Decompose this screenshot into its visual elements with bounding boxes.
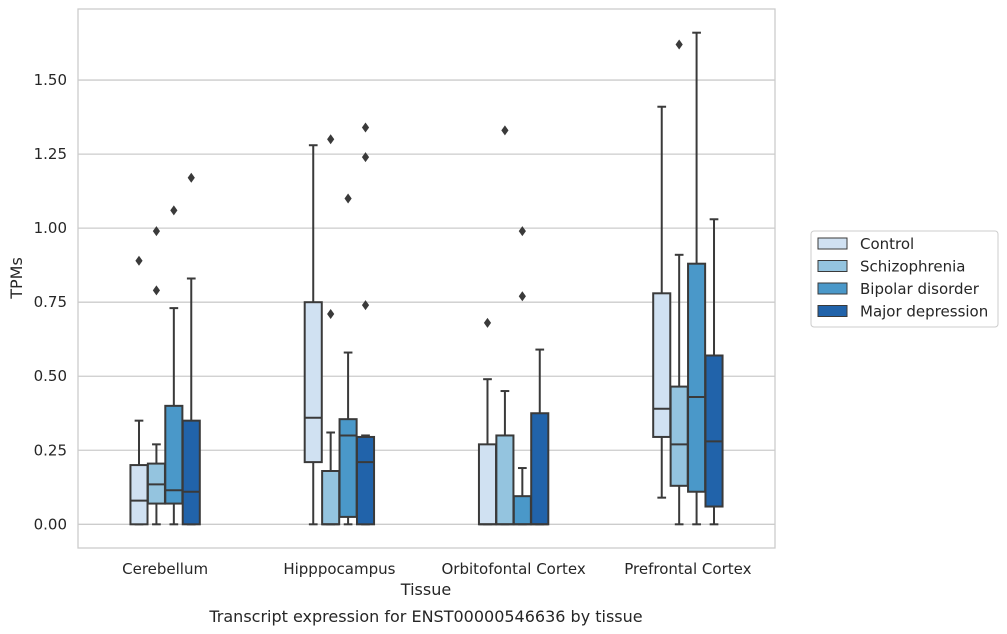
box-iqr <box>687 262 707 493</box>
figure-caption: Transcript expression for ENST0000054663… <box>208 607 642 626</box>
outlier-point <box>327 309 335 320</box>
outlier-point <box>501 125 509 136</box>
box-1-2 <box>338 193 358 526</box>
legend-swatch <box>817 237 848 250</box>
legend-swatch <box>817 282 848 295</box>
x-tick-label: Orbitofontal Cortex <box>442 560 586 578</box>
box-1-1 <box>321 134 341 526</box>
legend-swatch <box>817 305 848 317</box>
outlier-point <box>483 317 492 328</box>
box-3-3 <box>704 218 724 526</box>
legend-label: Major depression <box>860 303 988 321</box>
x-tick-label: Cerebellum <box>122 560 208 578</box>
y-tick-label: 1.50 <box>34 71 67 89</box>
legend-frame <box>810 230 999 328</box>
box-iqr <box>338 418 358 518</box>
box-0-0 <box>129 255 149 526</box>
outlier-point <box>518 226 526 237</box>
box-3-0 <box>652 105 672 499</box>
x-axis-title: Tissue <box>400 580 451 599</box>
box-1-0 <box>303 144 323 526</box>
box-2-2 <box>512 226 532 526</box>
box-iqr <box>355 435 376 526</box>
outlier-point <box>361 152 370 163</box>
outlier-point <box>361 300 370 311</box>
outlier-point <box>170 205 178 216</box>
box-iqr <box>303 301 323 464</box>
y-tick-labels: 0.00 0.25 0.50 0.75 1.00 1.25 1.50 <box>34 71 67 533</box>
box-iqr <box>129 464 149 526</box>
box-iqr <box>669 385 689 487</box>
plot-area-frame <box>77 8 776 549</box>
box-iqr <box>652 292 672 438</box>
y-tick-label: 0.75 <box>34 293 67 311</box>
outlier-point <box>327 134 335 145</box>
box-3-2 <box>687 31 707 526</box>
x-tick-label: Hipppocampus <box>283 560 395 578</box>
box-iqr <box>512 495 532 526</box>
outlier-point <box>518 291 526 302</box>
box-iqr <box>530 412 550 526</box>
y-axis-title: TPMs <box>7 257 26 300</box>
legend-swatch <box>817 260 848 272</box>
y-tick-label: 0.25 <box>34 441 67 459</box>
box-iqr <box>495 434 515 526</box>
box-2-1 <box>495 125 515 526</box>
box-iqr <box>181 419 201 526</box>
y-tick-label: 1.25 <box>34 145 67 163</box>
outlier-point <box>152 285 161 296</box>
y-tick-label: 0.00 <box>34 515 67 533</box>
legend: Control Schizophrenia Bipolar disorder Majo… <box>810 230 999 328</box>
outlier-point <box>675 39 683 50</box>
box-3-1 <box>669 39 689 526</box>
box-1-3 <box>355 122 376 526</box>
outlier-point <box>135 255 143 266</box>
box-2-3 <box>530 348 550 526</box>
box-iqr <box>321 470 341 526</box>
y-tick-label: 0.50 <box>34 367 67 385</box>
outlier-point <box>361 122 370 133</box>
box-series <box>129 31 724 526</box>
box-0-3 <box>181 172 201 526</box>
box-0-2 <box>164 205 184 526</box>
legend-label: Control <box>860 235 914 253</box>
box-0-1 <box>146 226 166 526</box>
outlier-point <box>152 226 161 237</box>
box-iqr <box>164 404 184 505</box>
outlier-point <box>187 172 195 183</box>
box-iqr <box>704 354 724 508</box>
x-tick-labels: Cerebellum Hipppocampus Orbitofontal Corte… <box>122 560 751 578</box>
legend-label: Schizophrenia <box>860 258 965 276</box>
box-iqr <box>477 443 498 526</box>
box-2-0 <box>477 317 498 526</box>
y-tick-label: 1.00 <box>34 219 67 237</box>
outlier-point <box>344 193 352 204</box>
legend-label: Bipolar disorder <box>860 280 980 298</box>
x-tick-label: Prefrontal Cortex <box>624 560 751 578</box>
